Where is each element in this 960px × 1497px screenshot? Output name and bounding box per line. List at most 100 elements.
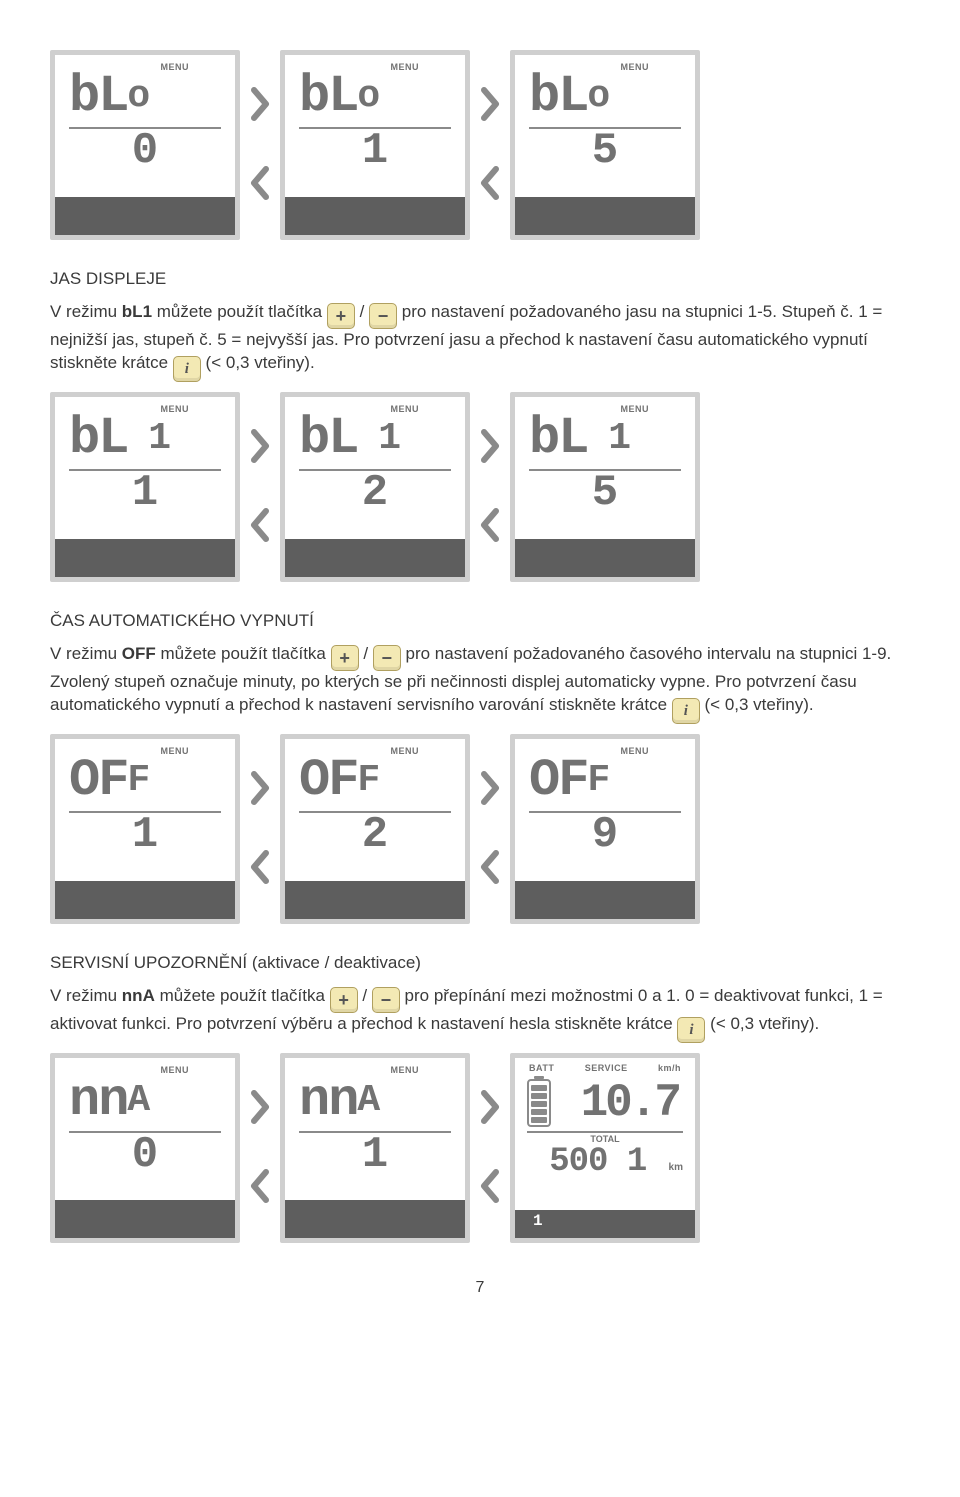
total-value: 500 1 [527,1145,669,1179]
chevron-left-icon [478,165,502,204]
display-value: 5 [523,129,687,173]
section-3-paragraph: V režimu nnA můžete použít tlačítka + / … [50,985,910,1043]
display-row-nna: MENU nnA 0 MENU nnA 1 BATT SERVICE km/h [50,1053,910,1243]
battery-icon [527,1079,551,1127]
text: můžete použít tlačítka [152,302,327,321]
section-1-paragraph: V režimu bL1 můžete použít tlačítka + / … [50,301,910,382]
gear-indicator: 1 [525,1212,551,1230]
text: V režimu [50,644,122,663]
display-nna-0: MENU nnA 0 [50,1053,240,1243]
display-footer [285,881,465,919]
display-footer [285,197,465,235]
chevron-left-icon [478,1168,502,1207]
display-row-bl1: MENU bL 1 1 MENU bL 1 2 MENU bL 1 5 [50,392,910,582]
arrow-pair [478,428,502,546]
display-nna-1: MENU nnA 1 [280,1053,470,1243]
chevron-right-icon [478,1089,502,1128]
section-title-jas: JAS DISPLEJE [50,268,910,291]
display-top-text: bLo [293,71,457,123]
text: V režimu [50,986,122,1005]
display-bl1-1: MENU bL 1 1 [50,392,240,582]
chevron-left-icon [248,1168,272,1207]
section-title-cas: ČAS AUTOMATICKÉHO VYPNUTÍ [50,610,910,633]
text: (< 0,3 vteřiny). [201,353,315,372]
display-footer [515,881,695,919]
text: / [359,644,373,663]
display-row-blo: MENU bLo 0 MENU bLo 1 MENU bLo 5 [50,50,910,240]
chevron-right-icon [248,770,272,809]
text: (< 0,3 vteřiny). [705,1014,819,1033]
display-off-9: MENU OFF 9 [510,734,700,924]
display-top-text: bL 1 [63,413,227,465]
display-top-text: nnA [63,1075,227,1127]
info-button-icon: i [173,356,201,382]
arrow-pair [248,428,272,546]
text: V režimu [50,302,122,321]
plus-button-icon: + [330,987,358,1013]
display-off-2: MENU OFF 2 [280,734,470,924]
text: / [358,986,372,1005]
display-footer [515,539,695,577]
info-button-icon: i [672,698,700,724]
kmh-label: km/h [658,1062,681,1074]
top-labels: BATT SERVICE km/h [521,1062,689,1074]
display-value: 1 [63,813,227,857]
mode-name: OFF [122,644,156,663]
arrow-pair [478,86,502,204]
display-value: 5 [523,471,687,515]
chevron-right-icon [248,428,272,467]
minus-button-icon: − [369,303,397,329]
text: (< 0,3 vteřiny). [700,695,814,714]
text: můžete použít tlačítka [156,644,331,663]
display-row-off: MENU OFF 1 MENU OFF 2 MENU OFF 9 [50,734,910,924]
display-top-text: OFF [63,755,227,807]
chevron-right-icon [478,428,502,467]
chevron-right-icon [478,770,502,809]
display-footer [515,197,695,235]
minus-button-icon: − [373,645,401,671]
arrow-pair [248,770,272,888]
km-label: km [669,1161,683,1175]
batt-label: BATT [529,1062,554,1074]
display-bl1-2: MENU bL 1 2 [280,392,470,582]
speed-value: 10.7 [555,1080,683,1126]
chevron-right-icon [248,86,272,125]
display-value: 2 [293,471,457,515]
display-footer [55,197,235,235]
chevron-right-icon [478,86,502,125]
display-blo-5: MENU bLo 5 [510,50,700,240]
chevron-left-icon [248,849,272,888]
arrow-pair [478,1089,502,1207]
info-button-icon: i [677,1017,705,1043]
chevron-left-icon [248,165,272,204]
display-value: 1 [293,129,457,173]
text: / [355,302,369,321]
display-value: 9 [523,813,687,857]
mode-name: bL1 [122,302,152,321]
display-top-text: bLo [63,71,227,123]
display-footer [55,539,235,577]
mode-name: nnA [122,986,155,1005]
display-value: 1 [63,471,227,515]
display-footer [285,539,465,577]
display-main-screen: BATT SERVICE km/h 10.7 TOTAL 500 1 km 1 [510,1053,700,1243]
display-value: 2 [293,813,457,857]
display-top-text: bL 1 [523,413,687,465]
arrow-pair [248,86,272,204]
page-number: 7 [50,1277,910,1299]
display-top-text: OFF [293,755,457,807]
display-value: 0 [63,129,227,173]
plus-button-icon: + [327,303,355,329]
arrow-pair [248,1089,272,1207]
chevron-left-icon [478,507,502,546]
section-2-paragraph: V režimu OFF můžete použít tlačítka + / … [50,643,910,724]
display-top-text: OFF [523,755,687,807]
display-off-1: MENU OFF 1 [50,734,240,924]
display-bl1-5: MENU bL 1 5 [510,392,700,582]
chevron-left-icon [248,507,272,546]
section-title-servisni: SERVISNÍ UPOZORNĚNÍ (aktivace / deaktiva… [50,952,910,975]
display-top-text: bL 1 [293,413,457,465]
display-blo-0: MENU bLo 0 [50,50,240,240]
display-value: 0 [63,1133,227,1177]
chevron-left-icon [478,849,502,888]
